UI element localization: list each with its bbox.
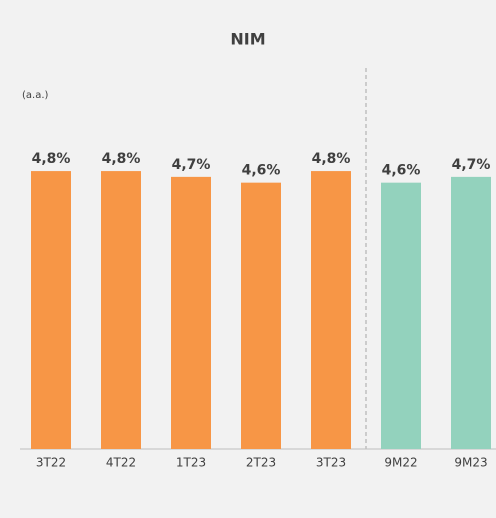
bar — [241, 182, 281, 449]
bar — [101, 171, 141, 449]
bar — [31, 171, 71, 449]
bar — [311, 171, 351, 449]
value-label: 4,6% — [382, 163, 421, 179]
x-tick-label: 9M23 — [454, 456, 487, 470]
value-label: 4,8% — [32, 151, 71, 167]
value-label: 4,8% — [312, 151, 351, 167]
bar — [171, 176, 211, 449]
x-tick-label: 3T22 — [36, 456, 66, 470]
value-label: 4,8% — [102, 151, 141, 167]
subtitle: (a.a.) — [22, 90, 49, 101]
x-tick-label: 2T23 — [246, 456, 276, 470]
bar — [381, 182, 421, 449]
chart-title: NIM — [230, 30, 265, 49]
value-label: 4,7% — [172, 157, 211, 173]
value-label: 4,7% — [452, 157, 491, 173]
bar — [451, 176, 491, 449]
x-tick-label: 1T23 — [176, 456, 206, 470]
x-tick-label: 9M22 — [384, 456, 417, 470]
value-label: 4,6% — [242, 163, 281, 179]
x-tick-label: 4T22 — [106, 456, 136, 470]
x-tick-label: 3T23 — [316, 456, 346, 470]
